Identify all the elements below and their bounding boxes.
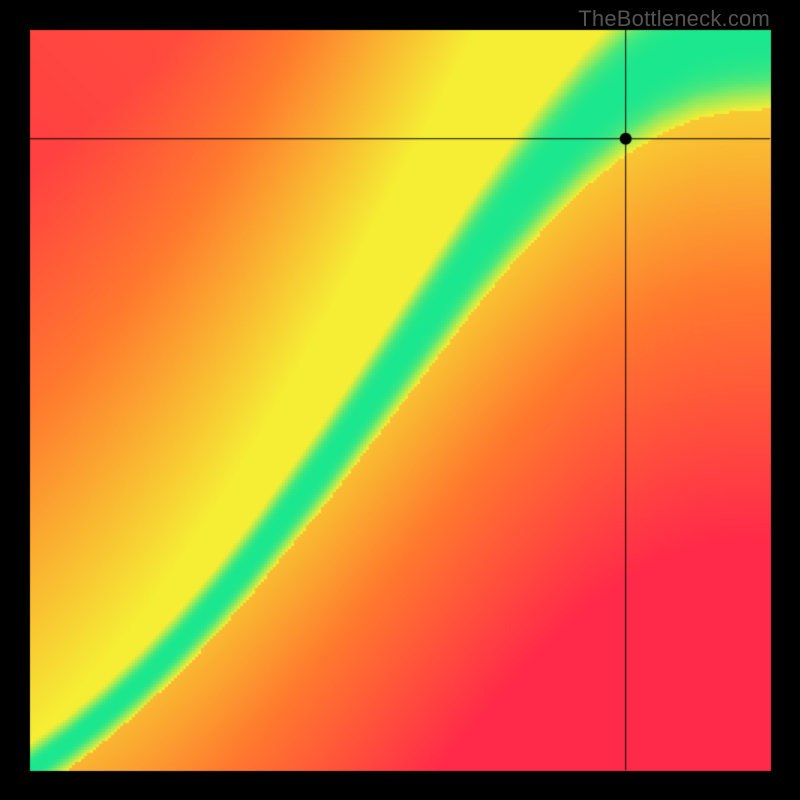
chart-container: TheBottleneck.com [0,0,800,800]
watermark-text: TheBottleneck.com [578,6,770,32]
bottleneck-heatmap-canvas [0,0,800,800]
